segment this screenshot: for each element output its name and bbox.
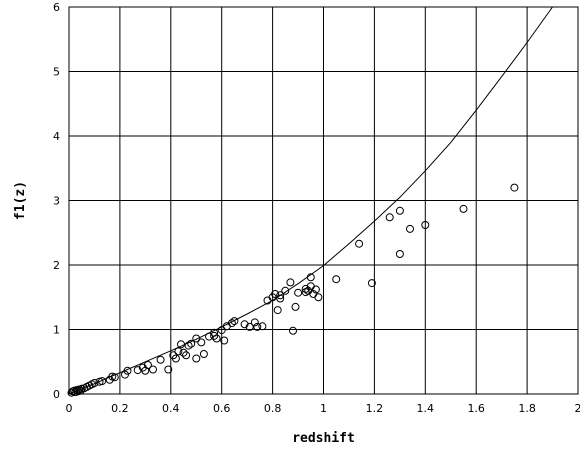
data-point — [276, 291, 285, 300]
data-point — [220, 336, 229, 345]
data-point — [90, 379, 99, 387]
x-tick-label: 0.4 — [162, 402, 180, 415]
data-point — [276, 294, 285, 303]
data-point — [199, 350, 208, 358]
data-point — [174, 347, 183, 356]
x-tick-label: 0 — [66, 402, 73, 415]
data-point — [133, 366, 142, 375]
data-point — [273, 306, 282, 315]
x-axis-label: redshift — [292, 431, 355, 446]
data-point — [253, 322, 262, 331]
data-point — [177, 340, 185, 349]
data-point — [258, 322, 267, 331]
data-point — [286, 278, 295, 287]
y-axis-label: f1(z) — [13, 181, 28, 220]
data-point — [459, 204, 468, 213]
data-point — [182, 351, 191, 360]
data-point — [355, 239, 364, 248]
data-point — [171, 354, 180, 363]
data-point — [395, 250, 404, 258]
data-point — [179, 348, 188, 357]
data-point — [197, 338, 206, 347]
y-tick-label: 6 — [53, 1, 60, 14]
x-tick-label: 1 — [320, 402, 327, 415]
data-point — [217, 326, 226, 335]
data-point — [367, 279, 376, 288]
data-point — [291, 302, 300, 311]
data-point — [289, 326, 297, 335]
y-tick-label: 0 — [53, 388, 60, 401]
data-point — [210, 331, 219, 340]
data-point — [250, 318, 259, 327]
data-point — [281, 286, 290, 295]
data-point — [332, 275, 341, 284]
data-point — [385, 213, 394, 222]
data-point — [301, 284, 310, 293]
data-point — [164, 365, 173, 374]
data-point — [98, 377, 107, 386]
y-tick-label: 1 — [53, 324, 60, 337]
y-tick-label: 5 — [53, 66, 60, 79]
x-tick-label: 0.6 — [213, 402, 231, 415]
data-point — [212, 334, 221, 343]
data-point — [110, 373, 119, 382]
x-tick-labels: 0 0.2 0.4 0.6 0.8 1 1.2 1.4 1.6 1.8 2 — [66, 402, 580, 415]
data-point — [510, 183, 519, 192]
data-point — [156, 355, 165, 364]
x-tick-label: 0.2 — [111, 402, 129, 415]
data-point — [311, 285, 320, 294]
x-tick-label: 0.8 — [264, 402, 282, 415]
data-point — [230, 317, 239, 326]
y-tick-label: 4 — [53, 130, 60, 143]
data-points — [67, 183, 519, 397]
data-point — [123, 366, 132, 375]
data-point — [395, 206, 404, 215]
x-tick-label: 1.6 — [467, 402, 485, 415]
x-tick-label: 1.2 — [366, 402, 384, 415]
data-point — [192, 354, 201, 363]
y-tick-labels: 0 1 2 3 4 5 6 — [53, 1, 60, 401]
data-point — [184, 341, 193, 350]
data-point — [271, 290, 280, 298]
y-tick-label: 2 — [53, 259, 60, 272]
data-point — [314, 293, 323, 302]
data-point — [245, 322, 254, 331]
data-point — [421, 221, 430, 229]
data-point — [187, 339, 196, 348]
grid-lines — [69, 7, 578, 394]
x-tick-label: 1.4 — [417, 402, 435, 415]
plot-frame — [68, 6, 579, 395]
data-point — [294, 288, 303, 297]
x-tick-label: 2 — [575, 402, 580, 415]
data-point — [192, 334, 201, 343]
data-point — [406, 224, 414, 233]
data-point — [149, 365, 157, 374]
data-point — [306, 273, 315, 282]
x-tick-label: 1.8 — [518, 402, 536, 415]
model-curve — [68, 6, 553, 395]
data-point — [205, 332, 213, 341]
y-tick-label: 3 — [53, 195, 60, 208]
data-point — [240, 320, 249, 329]
data-point — [143, 361, 152, 369]
data-point — [227, 319, 236, 328]
